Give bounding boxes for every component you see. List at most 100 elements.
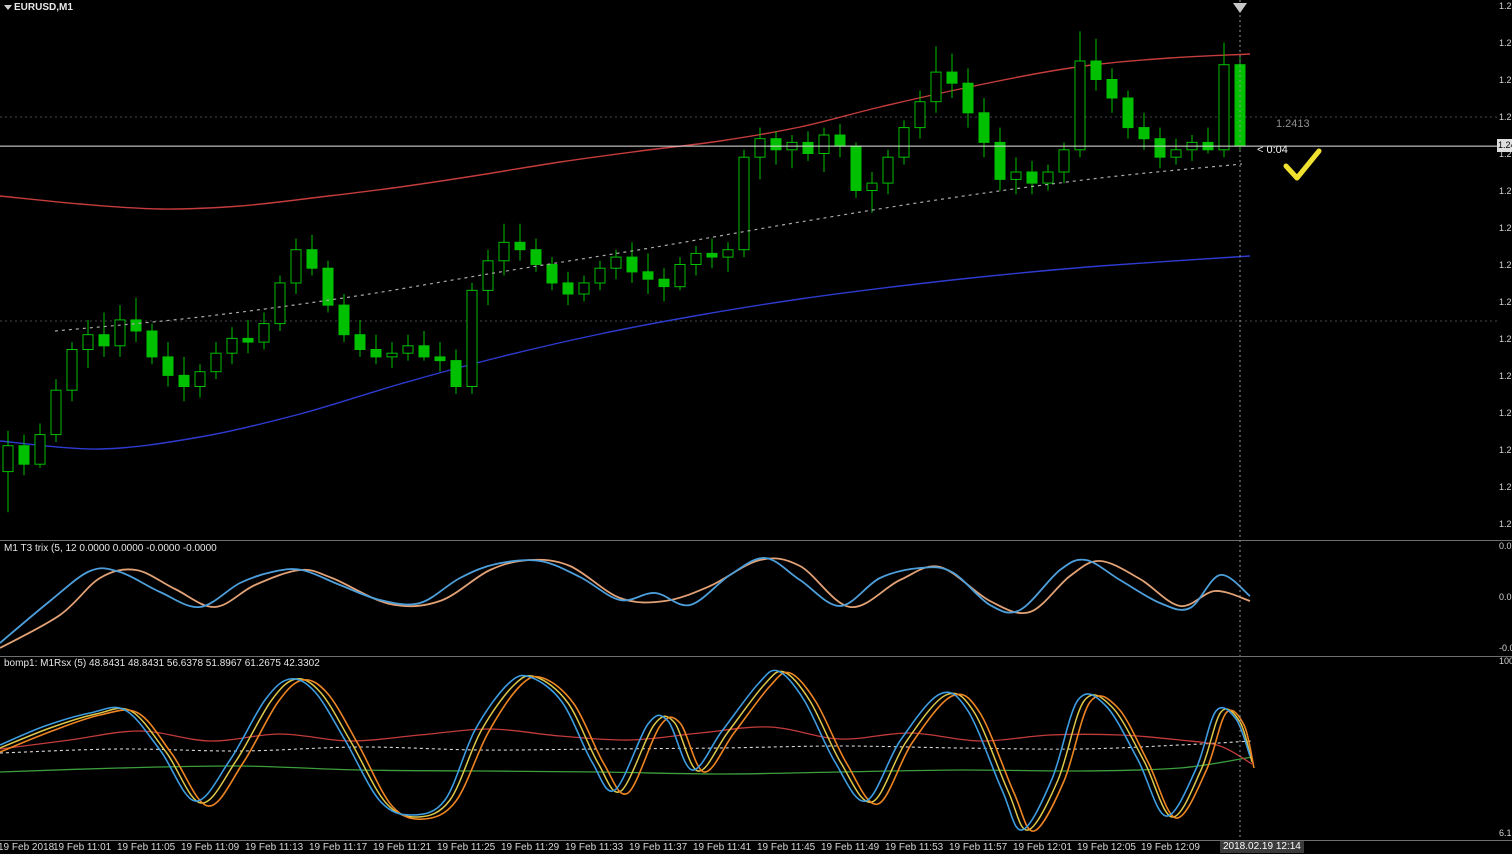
candle [690, 246, 702, 276]
price-scale-label: 1.2 [1499, 482, 1512, 492]
candle [50, 379, 62, 442]
time-axis-label: 19 Feb 11:13 [245, 842, 304, 853]
time-axis-label: 19 Feb 11:33 [565, 842, 624, 853]
candle [258, 312, 270, 350]
candle [530, 238, 542, 272]
rsx-dotted-line [0, 740, 1253, 754]
price-scale-label: 1.2 [1499, 112, 1512, 122]
candle [1170, 138, 1182, 165]
candle [514, 223, 526, 261]
price-scale-label: 1.2 [1499, 75, 1512, 85]
candle [610, 249, 622, 280]
price-scale-label: 1.2 [1499, 334, 1512, 344]
candle [98, 312, 110, 357]
price-scale-label: 1.2 [1499, 408, 1512, 418]
candle [786, 135, 798, 169]
candle [1058, 142, 1070, 184]
price-scale-label: 1.2 [1499, 223, 1512, 233]
candle [1090, 38, 1102, 91]
price-scale-label: 1.2 [1499, 519, 1512, 529]
candle [226, 327, 238, 365]
time-axis-label: 19 Feb 11:17 [309, 842, 368, 853]
time-axis-label: 19 Feb 11:57 [949, 842, 1008, 853]
trix-blue-line [0, 557, 1251, 644]
time-axis-label: 19 Feb 11:49 [821, 842, 880, 853]
price-scale-label: 6.1 [1499, 828, 1512, 838]
candle [338, 294, 350, 343]
price-scale[interactable]: 1.2 1.2 1.2 1.2 1.2 1.2 1.2 1.2 1.2 1.2 1.2 1.2 1.2 1… [1497, 0, 1512, 840]
candle [434, 342, 446, 372]
candle [130, 297, 142, 343]
time-axis-label: 19 Feb 11:09 [181, 842, 240, 853]
candle [34, 423, 46, 468]
candle [658, 268, 670, 302]
candle [706, 238, 718, 269]
candle [1154, 127, 1166, 169]
candle [642, 253, 654, 294]
candle [1218, 42, 1230, 158]
price-scale-label: 0.0 [1499, 592, 1512, 602]
candle [1042, 164, 1054, 191]
current-time-label: 2018.02.19 12:14 [1220, 841, 1304, 853]
price-scale-label: 1.2 [1499, 1, 1512, 11]
time-axis-label: 19 Feb 11:41 [693, 842, 752, 853]
countdown-checkmark-icon [1283, 148, 1322, 181]
candle [994, 127, 1006, 191]
time-axis-label: 19 Feb 11:29 [501, 842, 560, 853]
candle [242, 319, 254, 354]
candle [82, 319, 94, 368]
upper-band-line [0, 53, 1251, 210]
time-axis-label: 19 Feb 11:21 [373, 842, 432, 853]
candle [866, 172, 878, 213]
candle [498, 223, 510, 276]
time-axis-label: 19 Feb 11:37 [629, 842, 688, 853]
chart-shift-marker-icon[interactable] [1233, 3, 1247, 13]
candle [194, 364, 206, 398]
candle [1010, 157, 1022, 195]
time-axis-label: 19 Feb 11:05 [117, 842, 176, 853]
price-scale-label: 0.0 [1499, 541, 1512, 551]
price-scale-label: 1.2 [1499, 260, 1512, 270]
indicator-trix-label: M1 T3 trix (5, 12 0.0000 0.0000 -0.0000 … [4, 543, 217, 554]
candle [850, 142, 862, 198]
lower-band-line [0, 255, 1251, 450]
price-scale-label: -0.0 [1499, 643, 1512, 653]
candle [562, 271, 574, 306]
candle [1138, 112, 1150, 150]
candle [978, 98, 990, 158]
candle [1074, 31, 1086, 158]
candle [1186, 135, 1198, 161]
candle [1202, 127, 1214, 154]
candle [834, 123, 846, 158]
candle [386, 342, 398, 368]
candle [418, 331, 430, 361]
candle [1106, 68, 1118, 113]
candle [402, 334, 414, 361]
trix-orange-line [0, 557, 1251, 649]
candle [1026, 160, 1038, 195]
time-axis-label: 19 Feb 11:25 [437, 842, 496, 853]
price-scale-label: 1.2 [1499, 149, 1512, 159]
candle [370, 334, 382, 365]
candle [898, 120, 910, 165]
candle [322, 260, 334, 313]
price-scale-label: 1.2 [1499, 186, 1512, 196]
time-axis-label: 19 Feb 12:05 [1077, 842, 1136, 853]
candle [18, 434, 30, 476]
candle [818, 127, 830, 172]
rsx-green-line [0, 756, 1253, 775]
candle [674, 257, 686, 291]
time-axis[interactable]: 19 Feb 2018 19 Feb 11:01 19 Feb 11:05 19 Fe… [0, 841, 1512, 854]
time-axis-label: 19 Feb 12:01 [1013, 842, 1072, 853]
bid-price-scale-box: 1.2413 [1497, 139, 1512, 152]
time-axis-label: 19 Feb 12:09 [1141, 842, 1200, 853]
time-axis-label: 19 Feb 2018 [0, 842, 55, 853]
candle [306, 234, 318, 276]
time-axis-label: 19 Feb 11:45 [757, 842, 816, 853]
candle [482, 249, 494, 306]
time-axis-label: 19 Feb 11:01 [53, 842, 112, 853]
rsx-red-line [0, 726, 1253, 765]
candle [146, 323, 158, 365]
